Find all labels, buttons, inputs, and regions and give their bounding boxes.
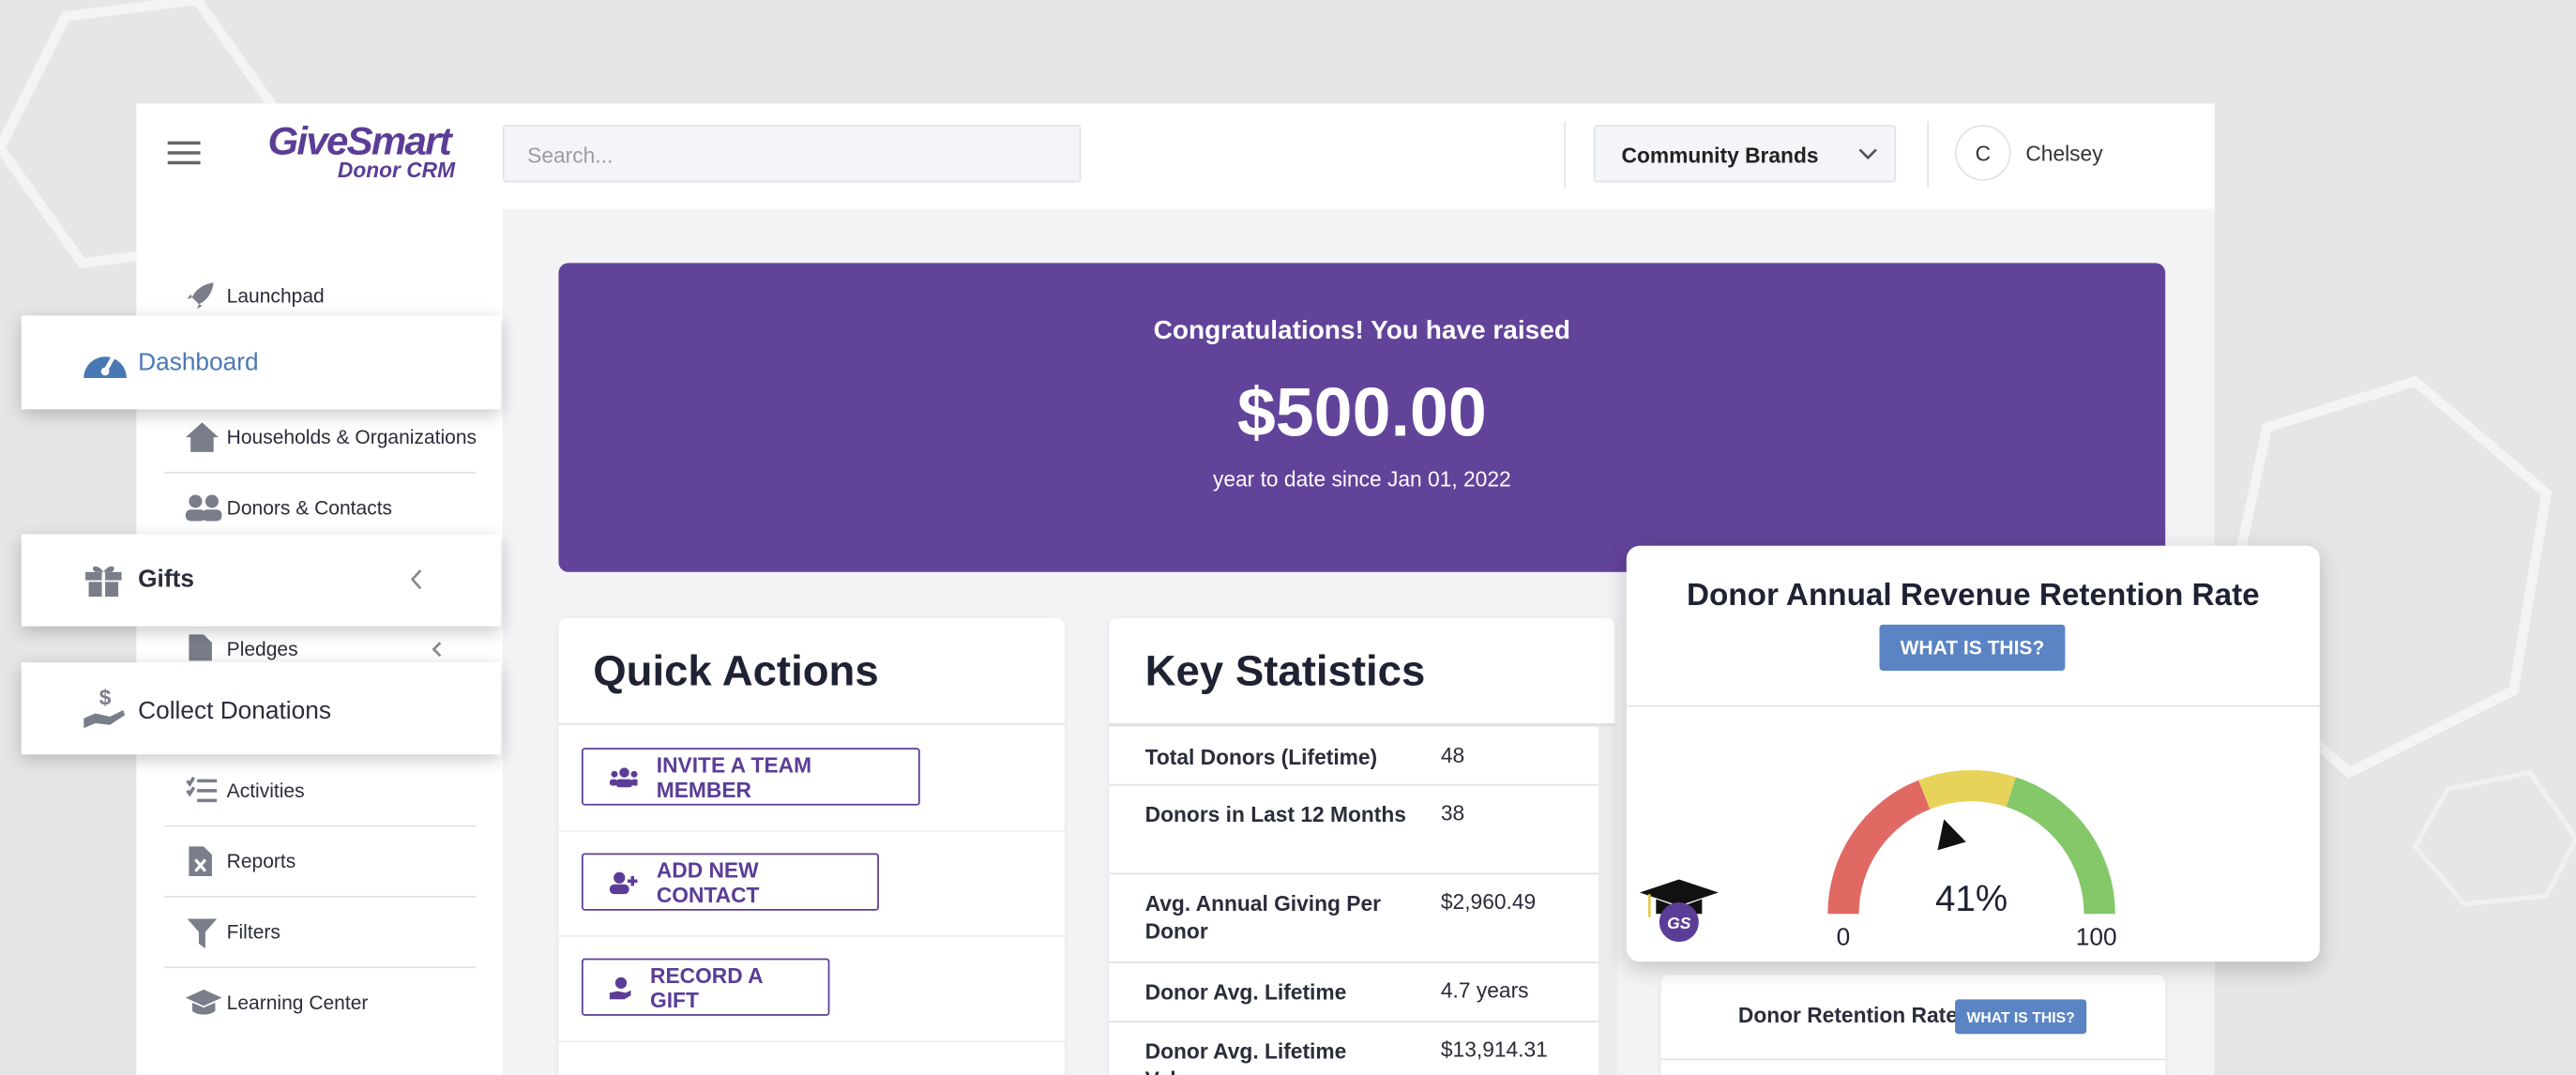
action-label: RECORD A GIFT — [650, 961, 763, 1012]
what-button[interactable]: WHAT IS THIS? — [1955, 999, 2087, 1035]
dashboard-icon — [83, 356, 127, 379]
gifts-icon — [85, 566, 122, 598]
card-title: Quick Actions — [593, 645, 879, 696]
card-title: Key Statistics — [1144, 645, 1426, 696]
nav-item[interactable]: Reports — [226, 849, 296, 873]
menu-icon[interactable] — [167, 140, 201, 166]
stat-row: Donors in Last 12 Months 38 — [1109, 784, 1599, 875]
stat-label: Donors in Last 12 Months — [1144, 802, 1406, 827]
stat-label: Total Donors (Lifetime) — [1144, 744, 1378, 770]
action-label: INVITE A TEAM MEMBER — [656, 751, 812, 802]
separator — [1927, 121, 1930, 188]
nav-collect[interactable]: $ Collect Donations — [21, 662, 502, 755]
nav-dashboard[interactable]: Dashboard — [21, 315, 502, 410]
divider — [164, 896, 477, 898]
quick-actions-card: Quick Actions INVITE A TEAM MEMBER ADD N… — [558, 617, 1065, 1075]
stat-label: Avg. Annual Giving Per Donor — [1144, 890, 1381, 944]
activities-icon — [186, 776, 218, 803]
filters-icon — [187, 918, 218, 949]
divider — [164, 825, 477, 827]
search-box[interactable]: Search... — [502, 125, 1082, 183]
divider — [1109, 723, 1615, 727]
nav-item[interactable]: Learning Center — [226, 991, 369, 1015]
nav-gifts[interactable]: Gifts — [21, 534, 502, 627]
gauge-needle — [1937, 819, 1966, 851]
stat-row: Total Donors (Lifetime) 48 — [1109, 727, 1599, 786]
org-select[interactable]: Community Brands — [1593, 125, 1897, 183]
logo: GiveSmart — [267, 119, 451, 165]
gauge-min: 0 — [1837, 923, 1851, 951]
nav-item[interactable]: Pledges — [226, 637, 298, 661]
badge-text: GS — [1667, 914, 1691, 932]
nav-item[interactable]: Households & Organizations — [226, 425, 477, 449]
stat-row: Avg. Annual Giving Per Donor $2,960.49 — [1109, 872, 1599, 963]
gift-icon — [609, 976, 631, 999]
stat-value: $13,914.31 — [1440, 1037, 1548, 1062]
nav-item[interactable]: Filters — [226, 920, 280, 944]
divider — [558, 935, 1065, 937]
divider — [558, 723, 1065, 725]
pledges-icon — [189, 634, 212, 661]
separator — [1564, 121, 1566, 188]
stat-label: Donor Avg. Lifetime — [1144, 979, 1347, 1005]
banner-heading: Congratulations! You have raised — [1153, 317, 1570, 345]
divider — [1626, 704, 2320, 707]
reports-icon — [189, 846, 212, 876]
retention-card-2: Donor Retention Rate WHAT IS THIS? — [1660, 975, 2166, 1075]
nav-label: Gifts — [138, 565, 194, 594]
nav-item[interactable]: Activities — [226, 779, 305, 803]
collect-icon: $ — [83, 689, 126, 729]
divider — [164, 966, 477, 969]
stat-row: Donor Avg. Lifetime 4.7 years — [1109, 961, 1599, 1022]
action-button[interactable]: INVITE A TEAM MEMBER — [581, 748, 920, 806]
scrollbar[interactable] — [1599, 726, 1615, 1075]
stat-row: Donor Avg. Lifetime Value $13,914.31 — [1109, 1021, 1599, 1075]
user-name: Chelsey — [2025, 141, 2103, 166]
chevron — [410, 569, 422, 590]
banner-caption: year to date since Jan 01, 2022 — [1212, 466, 1511, 492]
learning-icon — [185, 989, 222, 1015]
gauge-bands — [1827, 770, 2115, 915]
contact-icon — [609, 871, 637, 894]
nav-label: Collect Donations — [138, 696, 331, 725]
gauge-value: 41% — [1935, 879, 2008, 919]
nav-item[interactable]: Launchpad — [226, 284, 325, 308]
gauge-max: 100 — [2076, 923, 2117, 951]
action-button[interactable]: ADD NEW CONTACT — [581, 853, 879, 911]
divider — [558, 1040, 1065, 1042]
launchpad-icon — [187, 282, 214, 310]
banner: Congratulations! You have raised $500.00… — [558, 263, 2166, 572]
chevron — [432, 642, 442, 658]
action-label: ADD NEW CONTACT — [656, 856, 760, 907]
logo-sub: Donor CRM — [337, 158, 456, 183]
stat-value: $2,960.49 — [1440, 888, 1537, 915]
gauge: GS 41% 0 100 — [1639, 770, 2117, 951]
org-name: Community Brands — [1621, 143, 1819, 168]
stat-value: 38 — [1440, 800, 1465, 825]
avatar[interactable]: C — [1955, 125, 2011, 181]
gs-badge: GS — [1639, 879, 1719, 943]
card-title: Donor Retention Rate — [1737, 1002, 1958, 1028]
households-icon — [185, 422, 219, 452]
action-button[interactable]: RECORD A GIFT — [581, 958, 830, 1016]
key-statistics-card: Key Statistics Total Donors (Lifetime) 48… — [1109, 617, 1615, 1075]
team-icon — [609, 766, 637, 787]
search-placeholder: Search... — [527, 143, 614, 168]
svg-text:$: $ — [99, 689, 112, 710]
what-button[interactable]: WHAT IS THIS? — [1879, 624, 2066, 671]
chevron — [1858, 148, 1877, 160]
card-title: Donor Annual Revenue Retention Rate — [1686, 578, 2260, 613]
divider — [1660, 1058, 2166, 1061]
stat-label: Donor Avg. Lifetime Value — [1144, 1038, 1347, 1075]
banner-amount: $500.00 — [1236, 372, 1487, 451]
donors-icon — [185, 494, 222, 522]
stat-value: 48 — [1440, 743, 1465, 768]
nav-label: Dashboard — [138, 348, 259, 377]
divider — [558, 829, 1065, 832]
retention-card: Donor Annual Revenue Retention Rate WHAT… — [1626, 545, 2320, 962]
stat-value: 4.7 years — [1440, 977, 1529, 1003]
nav-item[interactable]: Donors & Contacts — [226, 496, 393, 520]
divider — [164, 471, 477, 474]
